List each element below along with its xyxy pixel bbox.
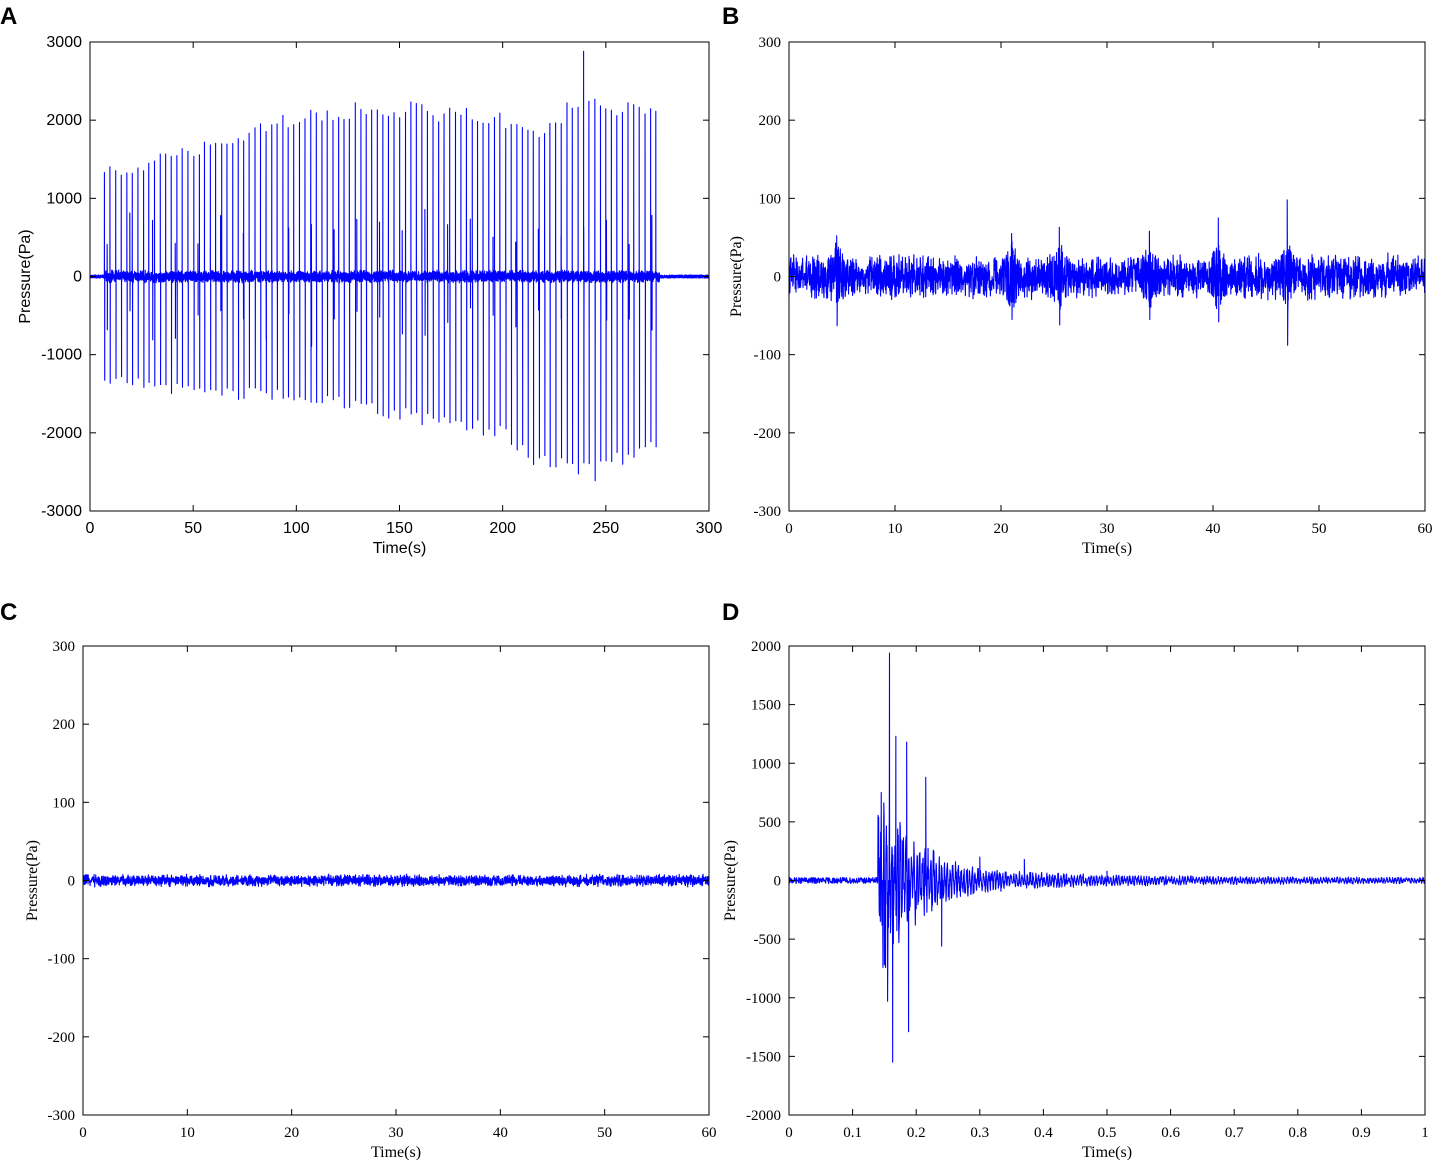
panel-a: A 0 50 100 150 200 250 300 -3000 -2000 -1000 0 1000 2… [0, 3, 722, 557]
panel-b: B 0 10 20 30 40 50 60 -300 -200 -100 0 100 200 300 Time… [722, 3, 1433, 557]
panel-letter-d: D [722, 599, 739, 626]
x-tick-label: 0 [86, 520, 95, 537]
x-tick-label: 20 [284, 1125, 299, 1141]
y-tick-label: 0 [774, 270, 782, 286]
x-tick-label: 40 [493, 1125, 508, 1141]
y-axis-label-b: Pressure(Pa) [728, 236, 745, 317]
y-axis-label-c: Pressure(Pa) [24, 840, 41, 921]
x-tick-label: 0.5 [1098, 1125, 1117, 1141]
y-tick-label: 200 [53, 717, 76, 733]
x-tick-label: 50 [1312, 521, 1327, 537]
x-axis-label-b: Time(s) [1082, 540, 1132, 557]
x-tick-label: 10 [180, 1125, 195, 1141]
x-tick-label: 0.2 [907, 1125, 926, 1141]
y-tick-label: 1500 [751, 698, 781, 714]
x-axis-label-c: Time(s) [371, 1144, 421, 1160]
y-tick-label: -200 [48, 1030, 76, 1046]
panel-letter-a: A [0, 3, 17, 30]
x-tick-label: 20 [994, 521, 1009, 537]
y-tick-label: 300 [759, 35, 782, 51]
x-tick-label: 60 [1418, 521, 1433, 537]
x-tick-label: 10 [888, 521, 903, 537]
x-tick-label: 300 [696, 520, 723, 537]
x-tick-label: 150 [386, 520, 413, 537]
y-tick-label: -1500 [746, 1049, 781, 1065]
y-tick-label: 0 [774, 874, 782, 890]
x-tick-label: 0.3 [970, 1125, 989, 1141]
series-line-c [82, 873, 710, 888]
y-tick-label: -200 [754, 426, 782, 442]
x-tick-label: 0 [79, 1125, 87, 1141]
series-line-b [788, 199, 1426, 346]
x-tick-label: 100 [283, 520, 310, 537]
y-tick-label: 0 [68, 874, 76, 890]
x-tick-label: 30 [1100, 521, 1115, 537]
x-tick-label: 0.8 [1288, 1125, 1307, 1141]
y-tick-label: 200 [759, 113, 782, 129]
panel-letter-b: B [722, 3, 739, 30]
y-tick-label: -1000 [41, 347, 82, 364]
x-tick-label: 60 [702, 1125, 717, 1141]
x-tick-label: 30 [389, 1125, 404, 1141]
x-tick-label: 0 [785, 521, 793, 537]
y-tick-label: -3000 [41, 503, 82, 520]
y-tick-label: 100 [759, 191, 782, 207]
series-line-a [89, 50, 710, 482]
y-tick-label: 500 [759, 815, 782, 831]
x-tick-label: 0.7 [1225, 1125, 1244, 1141]
y-tick-label: 1000 [46, 190, 82, 207]
y-tick-label: 2000 [751, 639, 781, 655]
y-tick-label: -100 [48, 952, 76, 968]
x-tick-label: 50 [597, 1125, 612, 1141]
x-tick-label: 250 [592, 520, 619, 537]
x-tick-label: 0 [785, 1125, 793, 1141]
x-tick-label: 0.6 [1161, 1125, 1180, 1141]
panel-letter-c: C [0, 599, 17, 626]
y-tick-label: 0 [73, 269, 82, 286]
y-axis-label-a: Pressure(Pa) [17, 229, 34, 323]
panel-d: D 0 0.1 0.2 0.3 0.4 0.5 0.6 0.7 0.8 0.9 1 -2000 -1500… [722, 599, 1429, 1160]
x-tick-label: 200 [489, 520, 516, 537]
y-axis-label-d: Pressure(Pa) [722, 840, 739, 921]
x-tick-label: 0.1 [843, 1125, 862, 1141]
x-tick-label: 0.9 [1352, 1125, 1371, 1141]
y-tick-label: -1000 [746, 991, 781, 1007]
series-line-d [788, 652, 1426, 1063]
y-tick-label: 3000 [46, 34, 82, 51]
y-tick-label: -300 [754, 504, 782, 520]
y-tick-label: -300 [48, 1108, 76, 1124]
y-tick-label: -2000 [41, 425, 82, 442]
y-tick-label: -500 [754, 932, 782, 948]
y-tick-label: -2000 [746, 1108, 781, 1124]
y-tick-label: 2000 [46, 112, 82, 129]
y-tick-label: -100 [754, 348, 782, 364]
y-tick-label: 100 [53, 795, 76, 811]
x-axis-label-a: Time(s) [373, 540, 427, 557]
x-tick-label: 50 [184, 520, 202, 537]
x-tick-label: 40 [1206, 521, 1221, 537]
panel-c: C 0 10 20 30 40 50 60 -300 -200 -100 0 100 200 300 Time… [0, 599, 717, 1160]
x-tick-label: 1 [1421, 1125, 1429, 1141]
y-tick-label: 1000 [751, 756, 781, 772]
x-axis-label-d: Time(s) [1082, 1144, 1132, 1160]
x-tick-label: 0.4 [1034, 1125, 1053, 1141]
y-tick-label: 300 [53, 639, 76, 655]
